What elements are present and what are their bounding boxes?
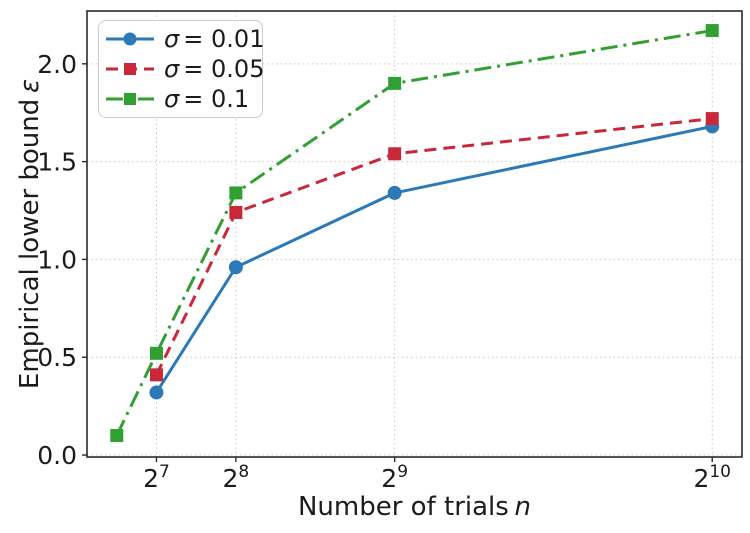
- y-axis-label-symbol: ε: [15, 78, 45, 93]
- y-axis-label-text: Empirical lower bound: [15, 98, 45, 390]
- data-point-marker: [149, 346, 163, 360]
- legend-sample-svg: [106, 63, 154, 75]
- x-axis-label-symbol: n: [514, 492, 532, 522]
- legend-label-symbol: σ: [164, 55, 180, 83]
- data-point-marker: [705, 112, 719, 126]
- legend-sample-marker: [124, 63, 136, 75]
- legend-entry-sigma-0.05: σ = 0.05: [105, 54, 264, 84]
- data-point-marker: [387, 185, 402, 200]
- series-sigma-0.1: [110, 24, 719, 442]
- legend-sample-marker: [124, 93, 136, 105]
- data-point-marker: [388, 76, 402, 90]
- legend-label-value: = 0.1: [183, 85, 250, 113]
- series-line: [155, 124, 713, 394]
- data-point-marker: [110, 428, 124, 442]
- x-tick-label: 27: [143, 462, 170, 493]
- legend-sample-svg: [106, 32, 154, 46]
- legend-sample-marker: [123, 32, 137, 46]
- axes-frame: [86, 10, 743, 458]
- x-tick-label: 28: [222, 462, 249, 493]
- legend-line-sample: [105, 31, 155, 47]
- data-point-marker: [229, 205, 243, 219]
- y-tick-label: 2.0: [37, 50, 77, 79]
- series-line: [155, 117, 713, 376]
- y-axis-label: Empirical lower bound ε: [15, 79, 45, 389]
- legend-label: σ = 0.05: [164, 55, 264, 83]
- data-point-marker: [705, 24, 719, 38]
- data-point-marker: [228, 260, 243, 275]
- legend-label-value: = 0.05: [183, 55, 265, 83]
- tick-labels: 27 28 29 210 0.0 0.5 1.0 1.5 2.0: [37, 50, 731, 493]
- x-axis-label-text: Number of trials: [297, 492, 509, 522]
- y-tick-label: 1.5: [37, 148, 77, 177]
- y-tick-label: 0.0: [37, 441, 77, 470]
- legend-sample-svg: [106, 93, 154, 105]
- legend: σ = 0.01 σ = 0.05 σ = 0.1: [98, 20, 264, 118]
- legend-entry-sigma-0.1: σ = 0.1: [105, 84, 262, 114]
- data-point-marker: [149, 385, 164, 400]
- x-axis-label: Number of trials n: [87, 492, 742, 522]
- y-tick-label: 1.0: [37, 245, 77, 274]
- legend-label-symbol: σ: [164, 25, 180, 53]
- legend-line-sample: [105, 61, 155, 77]
- legend-entry-sigma-0.01: σ = 0.01: [105, 24, 264, 54]
- legend-label-value: = 0.01: [183, 25, 265, 53]
- legend-label: σ = 0.01: [164, 25, 264, 53]
- y-tick-label: 0.5: [37, 343, 77, 372]
- grid: [87, 11, 742, 457]
- x-tick-label: 210: [693, 462, 731, 493]
- axis-ticks: [82, 63, 713, 462]
- x-tick-label: 29: [381, 462, 408, 493]
- data-point-marker: [388, 147, 402, 161]
- legend-label-symbol: σ: [164, 85, 180, 113]
- data-point-marker: [149, 368, 163, 382]
- series-sigma-0.05: [149, 112, 719, 382]
- legend-line-sample: [105, 91, 155, 107]
- data-point-marker: [229, 186, 243, 200]
- legend-label: σ = 0.1: [164, 85, 249, 113]
